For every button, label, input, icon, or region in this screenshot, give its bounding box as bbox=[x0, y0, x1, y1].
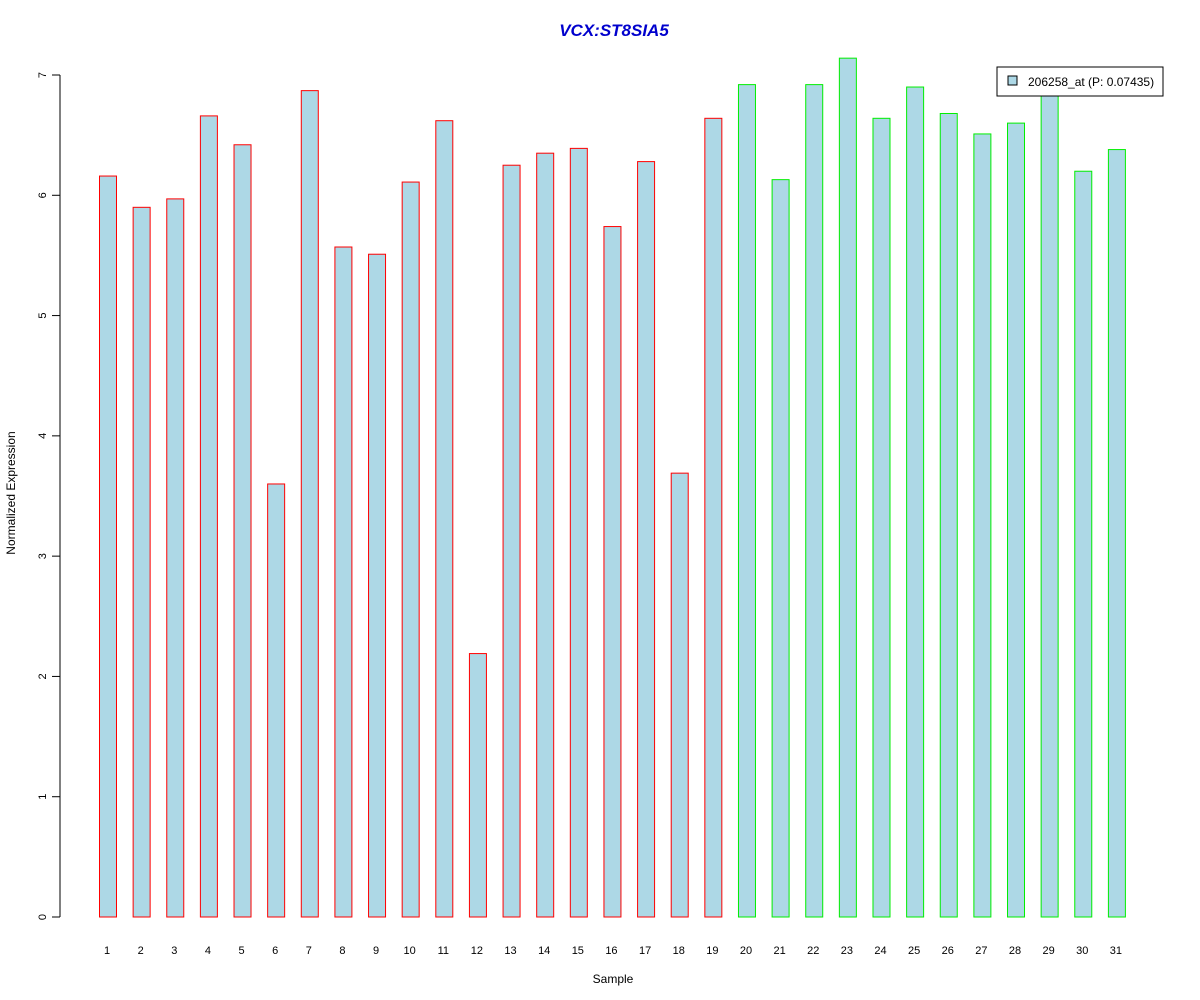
bar-series bbox=[99, 57, 1126, 918]
x-tick-label: 1 bbox=[104, 945, 110, 957]
x-tick-label: 31 bbox=[1110, 945, 1122, 957]
bar-sample-1 bbox=[99, 175, 117, 918]
bar-sample-18 bbox=[670, 472, 689, 918]
bar-sample-28 bbox=[1007, 122, 1026, 918]
x-tick-label: 22 bbox=[807, 945, 819, 957]
x-tick-label: 17 bbox=[639, 945, 651, 957]
bar-sample-15 bbox=[569, 147, 588, 918]
x-tick-label: 2 bbox=[138, 945, 144, 957]
bar-sample-10 bbox=[401, 181, 420, 918]
bar-sample-22 bbox=[805, 84, 824, 918]
bar-sample-19 bbox=[704, 117, 723, 918]
x-tick-labels: 1 2 3 4 5 6 7 8 9 10 11 12 13 14 15 16 17 18 19 20 21 22 23 24 2… bbox=[104, 945, 1122, 957]
legend: 206258_at (P: 0.07435) bbox=[996, 66, 1164, 97]
bar-sample-9 bbox=[368, 253, 387, 918]
x-tick-label: 27 bbox=[975, 945, 987, 957]
y-tick-label: 3 bbox=[37, 553, 49, 559]
bar-sample-4 bbox=[199, 115, 218, 918]
bar-sample-24 bbox=[872, 117, 891, 918]
x-tick-label: 29 bbox=[1043, 945, 1055, 957]
x-tick-label: 26 bbox=[942, 945, 954, 957]
y-tick-label: 5 bbox=[37, 313, 49, 319]
x-tick-label: 15 bbox=[572, 945, 584, 957]
bar-sample-11 bbox=[435, 120, 454, 918]
bar-sample-2 bbox=[132, 206, 151, 918]
bar-sample-8 bbox=[334, 246, 353, 918]
bar-sample-23 bbox=[838, 57, 857, 918]
legend-entry-label: 206258_at (P: 0.07435) bbox=[1028, 75, 1154, 89]
x-tick-label: 20 bbox=[740, 945, 752, 957]
bar-sample-6 bbox=[267, 483, 286, 918]
legend-box bbox=[996, 66, 1164, 97]
x-tick-label: 12 bbox=[471, 945, 483, 957]
bar-sample-21 bbox=[771, 179, 790, 918]
bar-sample-17 bbox=[637, 161, 656, 918]
x-tick-label: 9 bbox=[373, 945, 379, 957]
bar-sample-27 bbox=[973, 133, 992, 918]
bar-sample-16 bbox=[603, 226, 622, 918]
bar-sample-5 bbox=[233, 144, 252, 918]
x-tick-label: 6 bbox=[272, 945, 278, 957]
x-tick-label: 30 bbox=[1076, 945, 1088, 957]
bar-sample-13 bbox=[502, 164, 521, 918]
y-tick-label: 0 bbox=[37, 914, 49, 920]
bar-sample-7 bbox=[300, 90, 319, 918]
x-tick-label: 4 bbox=[205, 945, 211, 957]
bar-sample-26 bbox=[939, 112, 958, 918]
x-tick-label: 23 bbox=[841, 945, 853, 957]
bar-sample-31 bbox=[1107, 149, 1126, 918]
x-tick-label: 14 bbox=[538, 945, 550, 957]
bar-sample-12 bbox=[468, 653, 487, 918]
x-axis-label: Sample bbox=[593, 972, 634, 986]
x-tick-label: 21 bbox=[773, 945, 785, 957]
y-tick-label: 6 bbox=[37, 192, 49, 198]
bar-sample-3 bbox=[166, 198, 185, 918]
chart-title: VCX:ST8SIA5 bbox=[559, 21, 669, 40]
x-tick-label: 7 bbox=[306, 945, 312, 957]
bar-sample-29 bbox=[1040, 91, 1059, 918]
x-tick-label: 24 bbox=[874, 945, 886, 957]
bar-sample-25 bbox=[906, 86, 925, 918]
x-tick-label: 16 bbox=[605, 945, 617, 957]
bar-sample-20 bbox=[737, 84, 756, 918]
y-axis-label: Normalized Expression bbox=[4, 431, 18, 554]
x-tick-label: 25 bbox=[908, 945, 920, 957]
legend-swatch bbox=[1007, 75, 1018, 86]
x-tick-label: 13 bbox=[504, 945, 516, 957]
x-tick-label: 28 bbox=[1009, 945, 1021, 957]
x-tick-label: 3 bbox=[171, 945, 177, 957]
x-tick-label: 8 bbox=[339, 945, 345, 957]
x-tick-label: 11 bbox=[438, 945, 449, 957]
y-tick-label: 1 bbox=[37, 794, 49, 800]
y-tick-label: 2 bbox=[37, 673, 49, 679]
y-tick-label: 7 bbox=[37, 72, 49, 78]
y-axis: 0 1 2 3 4 5 6 7 bbox=[37, 72, 61, 920]
x-tick-label: 18 bbox=[673, 945, 685, 957]
bar-sample-30 bbox=[1074, 170, 1093, 918]
x-tick-label: 10 bbox=[404, 945, 416, 957]
y-tick-label: 4 bbox=[37, 433, 49, 439]
bar-sample-14 bbox=[536, 152, 555, 918]
x-tick-label: 19 bbox=[706, 945, 718, 957]
x-tick-label: 5 bbox=[238, 945, 244, 957]
